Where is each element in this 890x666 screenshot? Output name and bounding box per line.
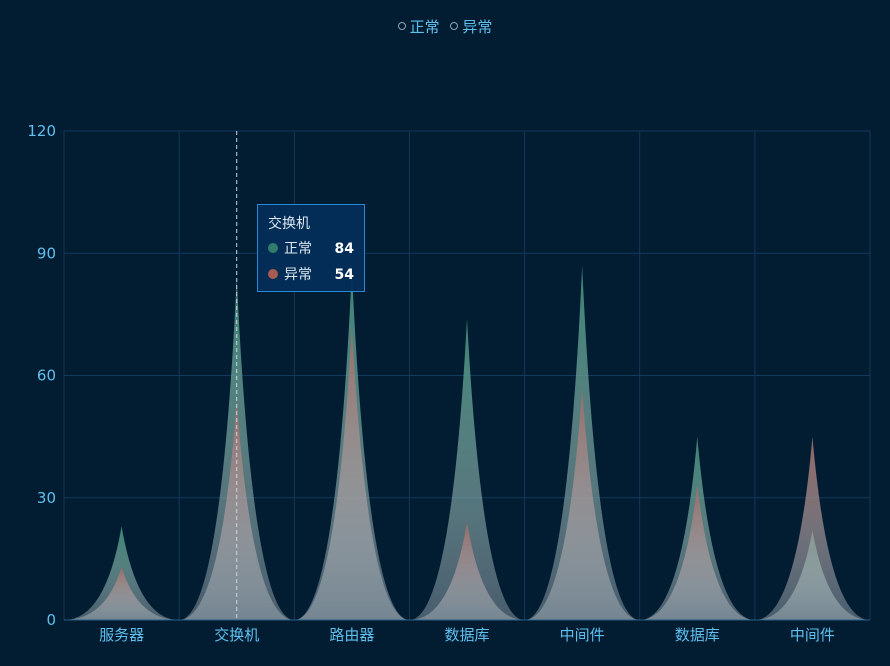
x-tick-label: 中间件 <box>560 626 605 644</box>
x-tick-label: 数据库 <box>675 626 720 644</box>
bar-peak-1-4 <box>524 387 640 620</box>
bar-peak-0-3 <box>409 318 525 620</box>
legend-item-abnormal[interactable]: 异常 <box>450 16 492 37</box>
tooltip-row-abnormal: 异常 54 <box>268 262 354 288</box>
legend-item-normal[interactable]: 正常 <box>397 16 440 37</box>
bar-peak-1-6 <box>754 436 870 620</box>
legend-abnormal-label: 异常 <box>462 18 493 36</box>
x-tick-label: 服务器 <box>99 626 144 644</box>
tooltip-normal-value: 84 <box>334 241 354 257</box>
bar-peak-1-0 <box>64 567 180 620</box>
tooltip-normal-dot-icon <box>268 243 278 253</box>
legend-normal-label: 正常 <box>409 18 440 36</box>
tooltip-abnormal-value: 54 <box>334 267 354 283</box>
tooltip-title: 交换机 <box>268 216 310 232</box>
y-tick-label: 0 <box>46 611 56 629</box>
grid <box>63 130 871 621</box>
x-tick-label: 路由器 <box>329 626 374 644</box>
x-tick-label: 中间件 <box>790 626 835 644</box>
y-tick-label: 90 <box>37 244 56 262</box>
legend: 正常 异常 <box>0 16 890 37</box>
x-tick-label: 数据库 <box>444 626 489 644</box>
y-tick-label: 120 <box>27 122 56 140</box>
legend-abnormal-icon <box>450 21 459 30</box>
legend-normal-icon <box>397 21 406 30</box>
bar-peak-1-3 <box>409 522 525 620</box>
bar-peak-1-2 <box>294 326 410 620</box>
y-tick-label: 60 <box>37 367 56 385</box>
tooltip-row-normal: 正常 84 <box>268 236 354 262</box>
tooltip-abnormal-dot-icon <box>268 269 278 279</box>
tooltip-normal-label: 正常 <box>284 241 312 257</box>
bar-peak-1-5 <box>639 485 755 620</box>
x-tick-label: 交换机 <box>214 626 259 644</box>
y-tick-label: 30 <box>37 489 56 507</box>
tooltip-abnormal-label: 异常 <box>284 267 312 283</box>
tooltip: 交换机 正常 84 异常 54 <box>257 204 365 292</box>
